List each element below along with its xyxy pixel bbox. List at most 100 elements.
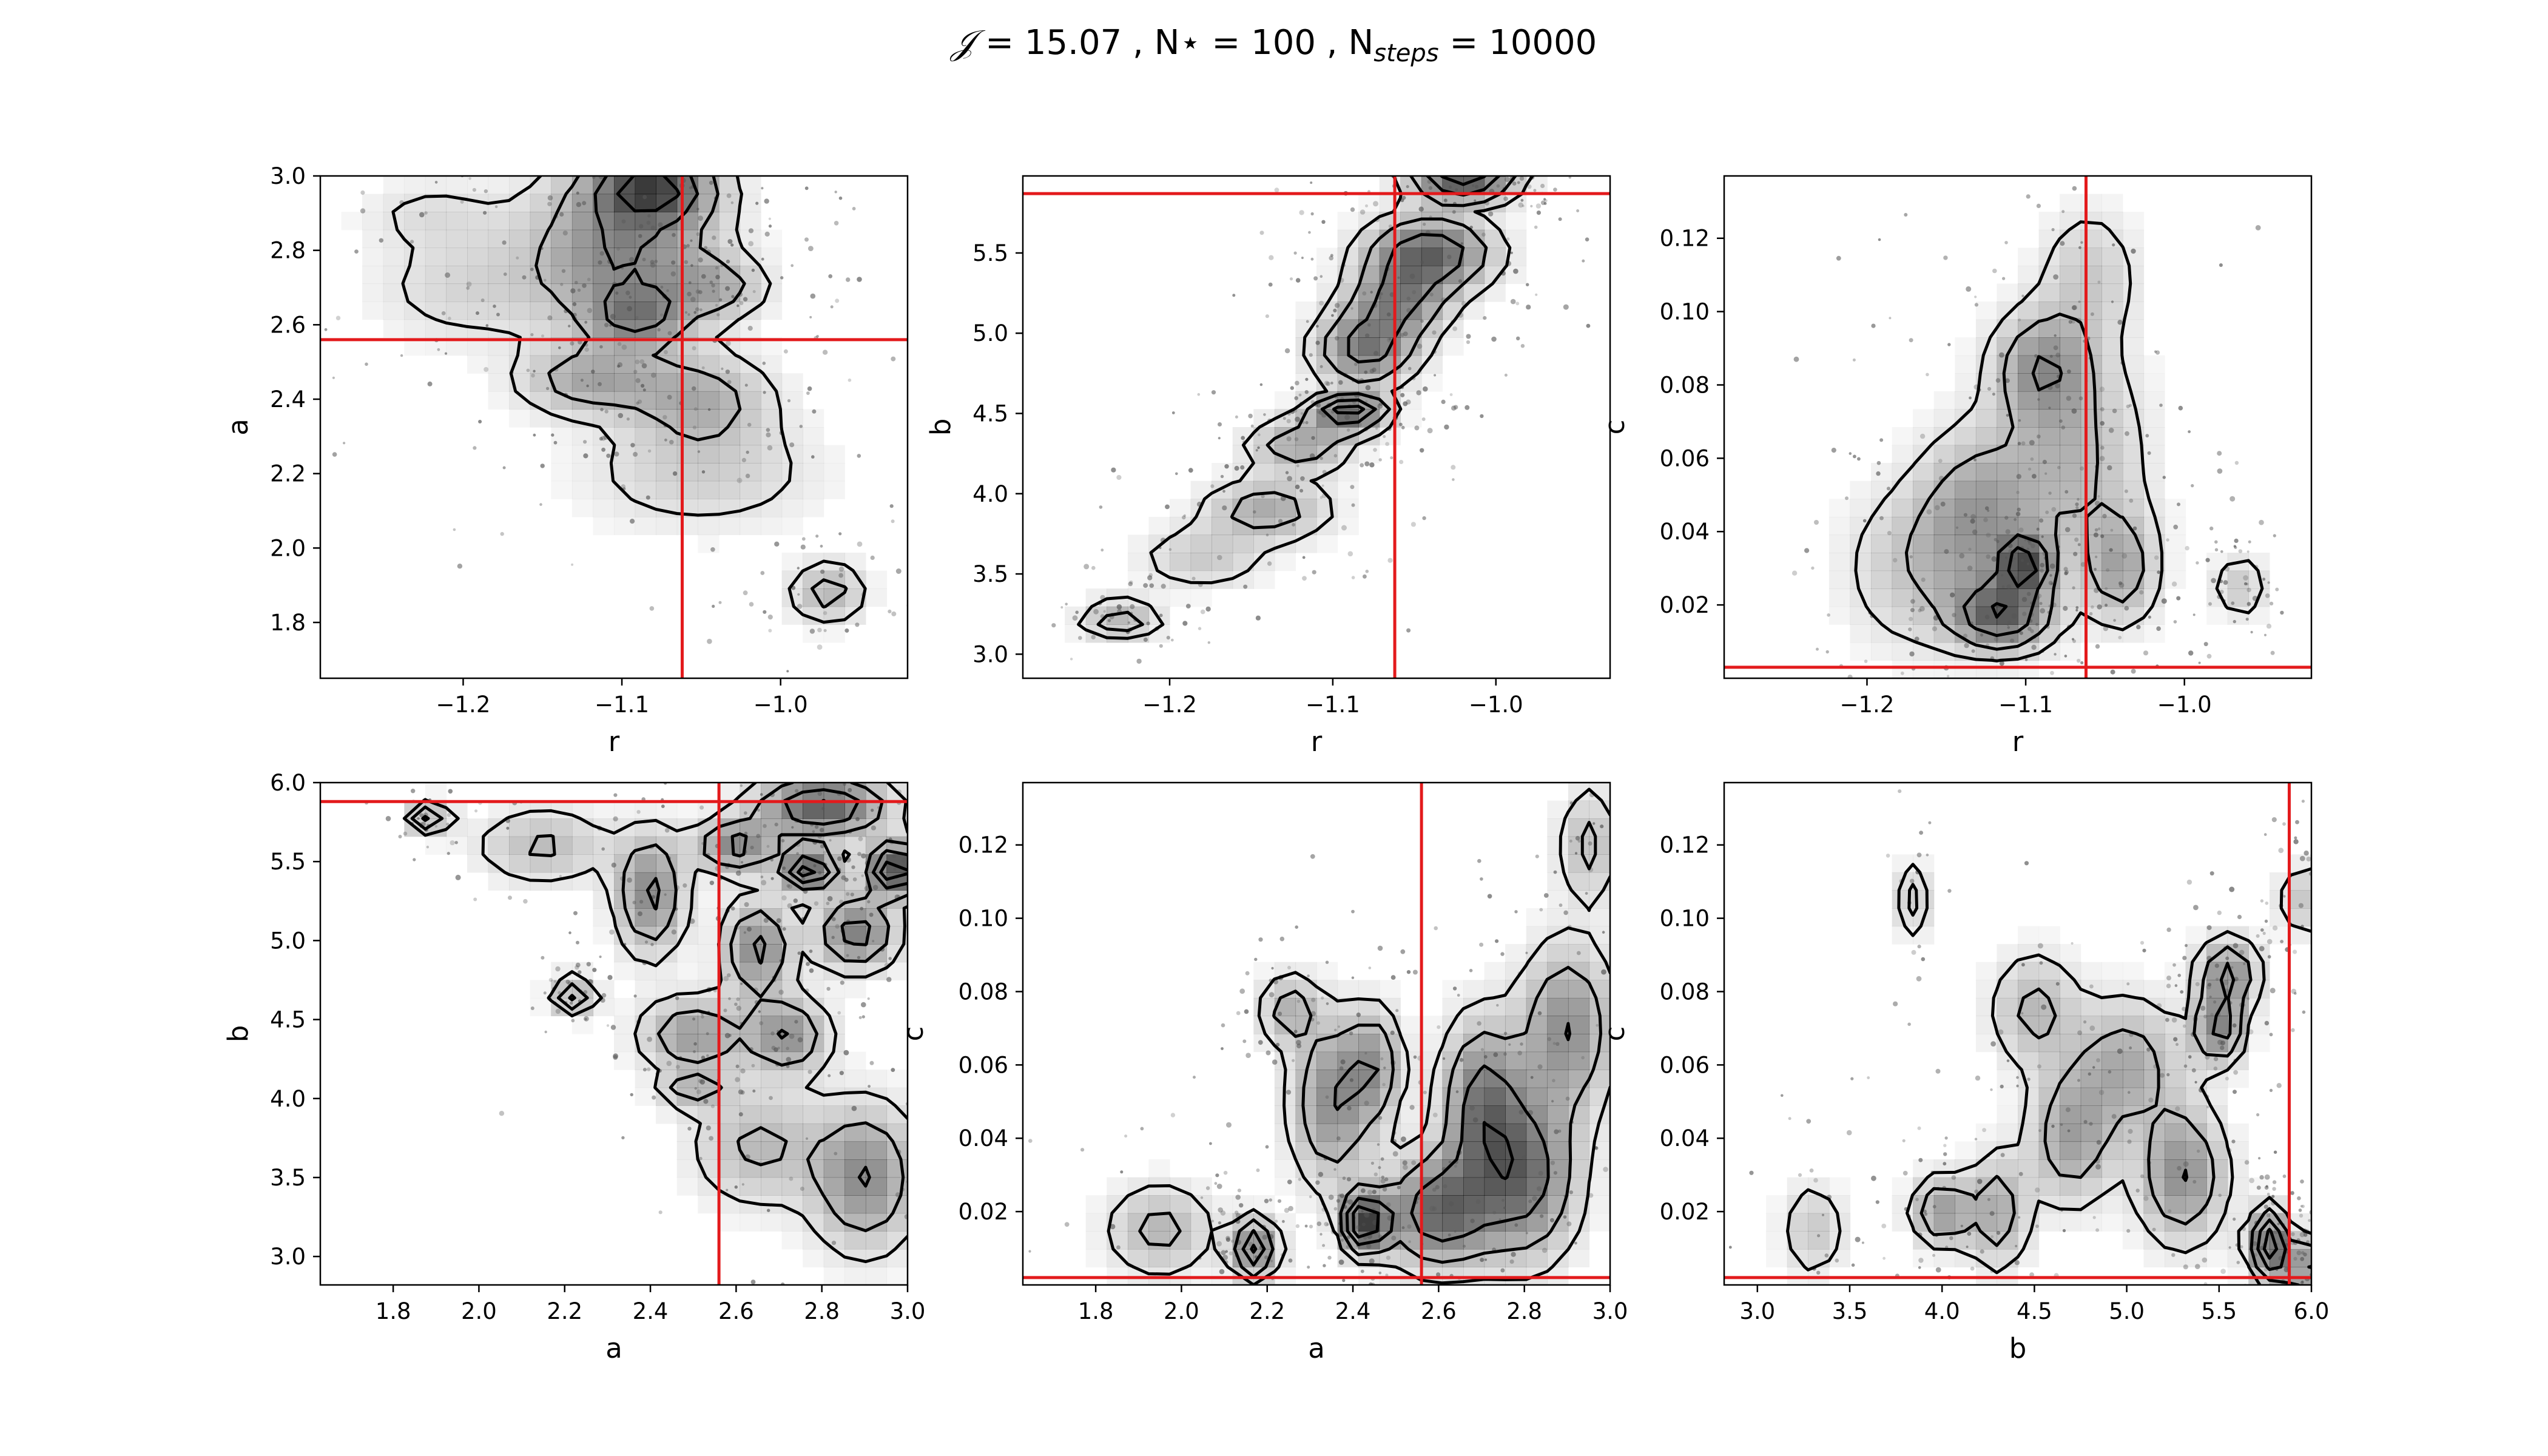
sample-point — [1161, 584, 1166, 589]
sample-point — [925, 767, 928, 770]
sample-point — [1347, 1199, 1353, 1205]
sample-point — [869, 1060, 874, 1065]
hist-cell — [823, 1177, 845, 1196]
sample-point — [716, 313, 720, 317]
sample-point — [2230, 496, 2236, 502]
hist-cell — [803, 480, 824, 499]
sample-point — [1286, 1090, 1292, 1095]
sample-point — [787, 399, 791, 403]
sample-point — [1552, 1079, 1555, 1082]
sample-point — [642, 195, 647, 200]
sample-point — [2035, 1187, 2040, 1193]
sample-point — [2193, 905, 2199, 911]
hist-cell — [1526, 1051, 1548, 1070]
sample-point — [1389, 292, 1395, 297]
sample-point — [630, 1093, 633, 1097]
contours — [391, 176, 867, 624]
hist-cell — [2060, 642, 2081, 661]
hist-cell — [1505, 997, 1527, 1017]
sample-point — [1502, 1374, 1507, 1379]
hist-cell — [1568, 1034, 1590, 1053]
hist-cell — [1547, 980, 1569, 999]
sample-point — [1893, 1001, 1898, 1006]
hist-cell — [803, 1249, 824, 1268]
sample-point — [434, 824, 438, 828]
sample-point — [1440, 1338, 1444, 1342]
sample-point — [2140, 1174, 2145, 1179]
hist-cell — [1547, 1141, 1569, 1160]
sample-point — [710, 547, 715, 552]
hist-cell — [2165, 1159, 2186, 1178]
sample-point — [1852, 358, 1856, 362]
hist-cell — [425, 265, 447, 285]
sample-point — [664, 350, 668, 354]
sample-point — [1590, 166, 1594, 170]
hist-cell — [635, 373, 656, 392]
sample-point — [633, 369, 638, 374]
sample-point — [740, 784, 743, 787]
hist-cell — [1107, 624, 1128, 643]
sample-point — [1410, 522, 1416, 527]
sample-point — [1111, 467, 1116, 473]
sample-point — [478, 420, 482, 423]
sample-point — [763, 918, 769, 923]
sample-point — [2095, 644, 2100, 649]
sample-point — [1967, 565, 1973, 571]
hist-cell — [1766, 1195, 1787, 1213]
hist-cell — [1148, 516, 1170, 536]
sample-point — [2073, 551, 2078, 556]
sample-point — [608, 70, 613, 76]
sample-point — [699, 805, 704, 810]
sample-point — [1947, 675, 1950, 678]
sample-point — [2067, 369, 2071, 374]
sample-point — [1200, 609, 1205, 615]
sample-point — [823, 629, 827, 632]
sample-point — [2183, 1264, 2188, 1270]
sample-point — [636, 401, 639, 405]
sample-point — [2099, 386, 2105, 392]
sample-point — [2098, 1090, 2105, 1095]
sample-point — [2290, 1191, 2294, 1195]
sample-point — [1307, 974, 1310, 977]
sample-point — [670, 271, 676, 277]
sample-point — [1479, 942, 1484, 947]
sample-point — [2220, 550, 2223, 553]
hist-cell — [2185, 1141, 2207, 1160]
sample-point — [384, 163, 388, 167]
sample-point — [1295, 416, 1301, 422]
sample-point — [2016, 1084, 2019, 1088]
y-tick-label: 0.04 — [1660, 1125, 1710, 1151]
hist-cell — [488, 836, 510, 855]
sample-point — [846, 954, 849, 957]
sample-point — [1601, 969, 1606, 975]
sample-point — [1990, 1235, 1994, 1238]
sample-point — [2157, 570, 2161, 575]
sample-point — [817, 644, 823, 650]
sample-point — [2048, 491, 2052, 495]
sample-point — [1558, 1129, 1562, 1133]
hist-cell — [761, 516, 783, 536]
sample-point — [1999, 661, 2004, 666]
sample-point — [1549, 779, 1552, 782]
sample-point — [1577, 840, 1581, 843]
sample-point — [251, 283, 255, 288]
hist-cell — [1127, 1195, 1150, 1214]
sample-point — [2260, 1291, 2262, 1293]
sample-point — [1991, 556, 1997, 562]
sample-point — [2207, 983, 2212, 987]
hist-cell — [1127, 534, 1150, 553]
sample-point — [709, 880, 715, 886]
sample-point — [693, 407, 698, 411]
sample-point — [1222, 505, 1227, 511]
sample-point — [1298, 1178, 1301, 1181]
sample-point — [1373, 351, 1379, 356]
sample-point — [1458, 152, 1463, 157]
sample-point — [1351, 976, 1355, 979]
sample-point — [1300, 476, 1305, 481]
sample-point — [2319, 1187, 2323, 1191]
sample-point — [1382, 1187, 1387, 1192]
sample-point — [721, 158, 724, 162]
sample-point — [2143, 650, 2149, 656]
sample-point — [1293, 251, 1297, 255]
sample-point — [800, 544, 806, 550]
